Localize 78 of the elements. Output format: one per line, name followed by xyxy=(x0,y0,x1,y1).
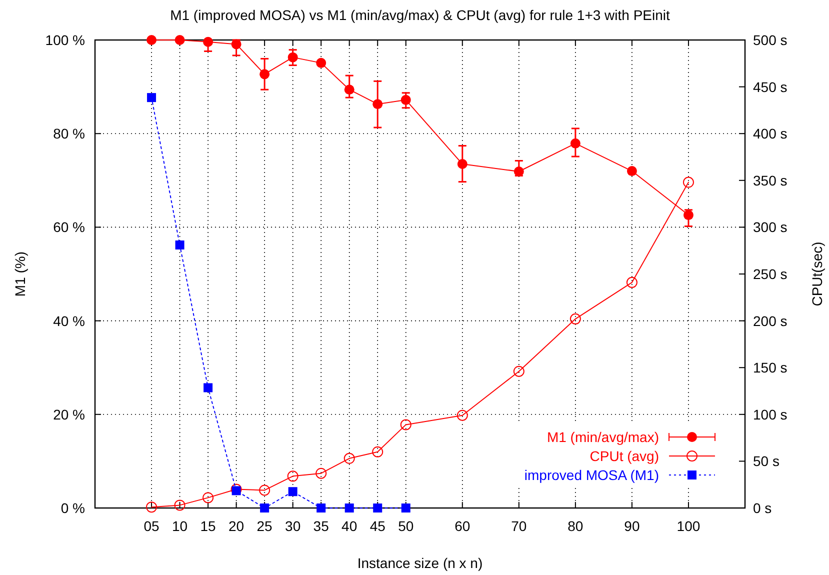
x-tick-label: 80 xyxy=(568,518,584,534)
point xyxy=(316,504,326,512)
y2-tick-label: 100 s xyxy=(753,406,788,422)
point xyxy=(174,35,185,45)
y2-tick-label: 250 s xyxy=(753,266,788,282)
point xyxy=(344,452,355,464)
point xyxy=(457,159,468,170)
y-tick-label: 80 % xyxy=(53,126,85,142)
y-tick-label: 40 % xyxy=(53,312,85,329)
x-tick-label: 70 xyxy=(511,518,527,534)
point xyxy=(626,166,637,176)
point xyxy=(204,383,213,392)
x-tick-label: 90 xyxy=(624,518,640,534)
y2-tick-label: 200 s xyxy=(753,312,788,329)
x-tick-label: 15 xyxy=(200,518,216,534)
y2-tick-label: 450 s xyxy=(753,78,788,95)
y-tick-label: 100 % xyxy=(45,32,85,48)
x-tick-label: 35 xyxy=(313,518,330,534)
legend-label: improved MOSA (M1) xyxy=(524,467,659,483)
y-tick-label: 60 % xyxy=(53,219,85,236)
point xyxy=(260,504,270,512)
point xyxy=(202,492,214,504)
point xyxy=(259,484,270,496)
point xyxy=(400,419,412,430)
y2-tick-label: 50 s xyxy=(753,453,780,470)
point xyxy=(146,502,158,513)
y-axis-title: M1 (%) xyxy=(12,251,28,297)
x-tick-label: 50 xyxy=(398,518,414,534)
point xyxy=(626,276,638,288)
point xyxy=(514,166,524,177)
y-tick-label: 0 % xyxy=(60,500,85,516)
x-axis-title: Instance size (n x n) xyxy=(357,555,483,571)
point xyxy=(175,240,184,250)
point xyxy=(570,138,580,148)
y2-tick-label: 500 s xyxy=(753,32,788,48)
point xyxy=(316,58,326,68)
point xyxy=(513,366,524,377)
point xyxy=(232,486,241,496)
point xyxy=(372,99,383,110)
point xyxy=(683,210,694,220)
point xyxy=(400,94,411,105)
y2-tick-label: 300 s xyxy=(753,219,788,236)
x-tick-label: 45 xyxy=(370,518,386,534)
y-tick-label: 20 % xyxy=(53,406,85,422)
legend-label: CPUt (avg) xyxy=(590,448,659,464)
point xyxy=(373,504,382,512)
point xyxy=(174,500,186,511)
point xyxy=(260,69,270,80)
chart-title: M1 (improved MOSA) vs M1 (min/avg/max) & CPUt (avg) for rule 1+3 with PEinit xyxy=(170,7,670,23)
point xyxy=(570,313,581,324)
y2-tick-label: 0 s xyxy=(753,500,772,516)
point xyxy=(682,176,694,188)
point xyxy=(344,84,354,95)
x-tick-label: 20 xyxy=(228,518,244,534)
point xyxy=(316,468,327,479)
point xyxy=(401,504,410,512)
x-tick-label: 25 xyxy=(256,518,273,534)
point xyxy=(231,39,242,50)
x-tick-label: 60 xyxy=(454,518,470,534)
point xyxy=(456,410,468,421)
point xyxy=(147,93,156,102)
point xyxy=(287,470,298,482)
y2-tick-label: 350 s xyxy=(753,172,788,188)
point xyxy=(203,36,214,47)
point xyxy=(344,504,354,512)
x-tick-label: 30 xyxy=(285,518,301,534)
point xyxy=(372,446,384,458)
point xyxy=(288,52,298,62)
legend-label: M1 (min/avg/max) xyxy=(546,429,659,445)
point xyxy=(288,487,298,496)
x-tick-label: 40 xyxy=(342,518,358,534)
y2-tick-label: 150 s xyxy=(753,360,788,376)
y2-tick-label: 400 s xyxy=(753,126,788,142)
x-tick-label: 100 xyxy=(676,518,700,534)
x-tick-label: 10 xyxy=(172,518,188,534)
point xyxy=(146,35,157,45)
y2-axis-title: CPUt(sec) xyxy=(809,242,825,306)
x-tick-label: 05 xyxy=(144,518,160,534)
